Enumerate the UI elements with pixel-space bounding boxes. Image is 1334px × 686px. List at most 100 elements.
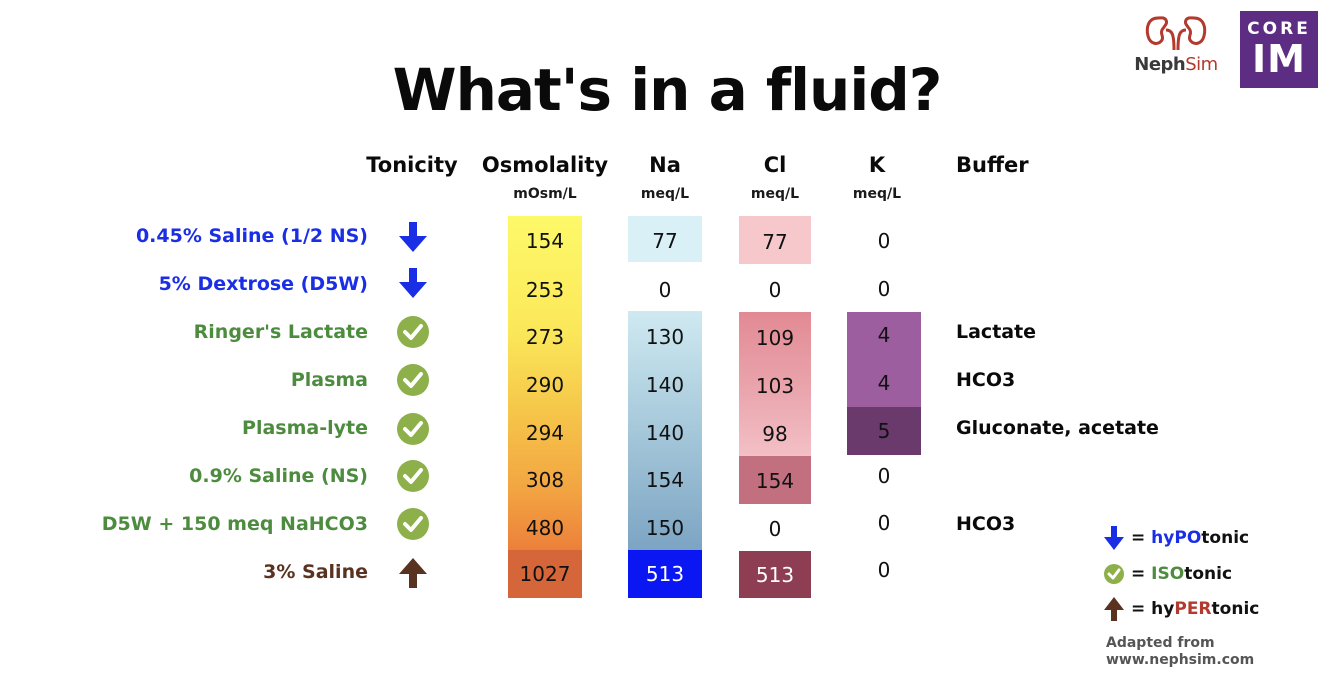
unit-na: meq/L	[640, 186, 690, 202]
core-im-logo-core: CORE	[1247, 19, 1311, 39]
k-value: 0	[877, 558, 891, 582]
cl-value: 0	[768, 517, 782, 541]
legend-iso-em: ISO	[1151, 564, 1185, 584]
cl-value: 109	[755, 326, 795, 350]
unit-osmolality: mOsm/L	[513, 186, 577, 202]
cl-normal-saline-cell	[739, 456, 811, 504]
k-value: 0	[877, 511, 891, 535]
buffer-value: Lactate	[956, 321, 1037, 343]
na-value: 0	[658, 278, 672, 302]
core-im-logo: CORE IM	[1240, 11, 1318, 88]
credit: Adapted from www.nephsim.com	[1106, 635, 1254, 669]
na-hypertonic-cell	[628, 550, 702, 598]
credit-line2: www.nephsim.com	[1106, 652, 1255, 668]
buffer-value: HCO3	[956, 513, 1016, 535]
legend-hyper-prefix: hy	[1151, 599, 1175, 619]
check-circle-icon	[397, 460, 429, 492]
osmolality-value: 273	[525, 325, 565, 349]
check-circle-icon	[1104, 564, 1124, 584]
k-value: 4	[877, 371, 891, 395]
osmolality-value: 253	[525, 278, 565, 302]
osmolality-hypertonic-cell	[508, 550, 582, 598]
na-value: 513	[645, 562, 685, 586]
cl-gradient-bar	[739, 312, 811, 456]
legend-hyper-suffix: tonic	[1211, 599, 1260, 619]
legend-equals: =	[1131, 564, 1146, 584]
nephsim-wordmark: NephSim	[1134, 54, 1218, 75]
core-im-logo-im: IM	[1252, 37, 1306, 81]
unit-cl: meq/L	[750, 186, 800, 202]
k-value: 4	[877, 323, 891, 347]
check-circle-icon	[397, 316, 429, 348]
legend-equals: =	[1131, 528, 1146, 548]
k-value: 0	[877, 277, 891, 301]
legend-iso-suffix: tonic	[1184, 564, 1233, 584]
down-arrow-icon	[399, 268, 427, 298]
osmolality-value: 308	[525, 468, 565, 492]
header-osmolality: Osmolality	[481, 153, 609, 177]
row-label: 3% Saline	[263, 561, 368, 583]
cl-value: 0	[768, 278, 782, 302]
na-value: 154	[645, 468, 685, 492]
na-value: 140	[645, 421, 685, 445]
na-value: 130	[645, 325, 685, 349]
na-value: 77	[652, 229, 678, 253]
osmolality-value: 294	[525, 421, 565, 445]
cl-value: 103	[755, 374, 795, 398]
osmolality-gradient-bar	[508, 216, 582, 598]
kidney-icon	[1145, 16, 1207, 51]
cl-value: 513	[755, 562, 795, 587]
k-plasma-lyte-cell	[847, 407, 921, 455]
down-arrow-icon	[399, 222, 427, 252]
row-label: D5W + 150 meq NaHCO3	[101, 513, 368, 535]
k-value: 0	[877, 464, 891, 488]
up-arrow-icon	[1104, 597, 1124, 621]
header-buffer: Buffer	[956, 153, 1029, 177]
legend-hyper-em: PER	[1174, 599, 1212, 619]
row-label: 0.45% Saline (1/2 NS)	[135, 225, 368, 247]
header-k: K	[868, 153, 886, 177]
up-arrow-icon	[399, 558, 427, 588]
osmolality-value: 290	[525, 373, 565, 397]
na-gradient-bar	[628, 311, 702, 551]
osmolality-value: 480	[525, 516, 565, 540]
legend-equals: =	[1131, 599, 1146, 619]
legend-isotonic: = ISO tonic	[1103, 561, 1232, 587]
legend-hypo-prefix: hy	[1151, 528, 1175, 548]
row-label: Plasma	[290, 369, 368, 391]
na-hypotonic-cell	[628, 216, 702, 262]
osmolality-value: 154	[525, 229, 565, 253]
buffer-value: Gluconate, acetate	[956, 417, 1159, 439]
legend-hypotonic: = hy PO tonic	[1103, 525, 1249, 551]
row-label: 0.9% Saline (NS)	[189, 465, 368, 487]
header-na: Na	[649, 153, 681, 177]
cl-hypotonic-cell	[739, 216, 811, 264]
down-arrow-icon	[1104, 526, 1124, 550]
unit-k: meq/L	[852, 186, 902, 202]
legend-hypertonic: = hy PER tonic	[1103, 596, 1259, 622]
cl-value: 154	[755, 469, 795, 493]
check-circle-icon	[397, 364, 429, 396]
row-label: Ringer's Lactate	[193, 321, 368, 343]
cl-value: 77	[762, 230, 788, 254]
legend-hypo-suffix: tonic	[1201, 528, 1250, 548]
nephsim-logo: NephSim	[1124, 14, 1228, 86]
credit-line1: Adapted from	[1106, 635, 1215, 651]
osmolality-value: 1027	[519, 562, 571, 586]
k-value: 5	[877, 419, 891, 443]
check-circle-icon	[397, 508, 429, 540]
row-label: 5% Dextrose (D5W)	[158, 273, 368, 295]
row-label: Plasma-lyte	[242, 417, 368, 439]
cl-hypertonic-cell	[739, 551, 811, 598]
cl-value: 98	[762, 422, 788, 446]
na-value: 150	[645, 516, 685, 540]
k-highlight-bar	[847, 312, 921, 408]
legend-hypo-em: PO	[1174, 528, 1202, 548]
na-value: 140	[645, 373, 685, 397]
page-title: What's in a fluid?	[392, 56, 943, 124]
k-value: 0	[877, 229, 891, 253]
header-tonicity: Tonicity	[366, 153, 458, 177]
header-cl: Cl	[763, 153, 787, 177]
buffer-value: HCO3	[956, 369, 1016, 391]
check-circle-icon	[397, 413, 429, 445]
